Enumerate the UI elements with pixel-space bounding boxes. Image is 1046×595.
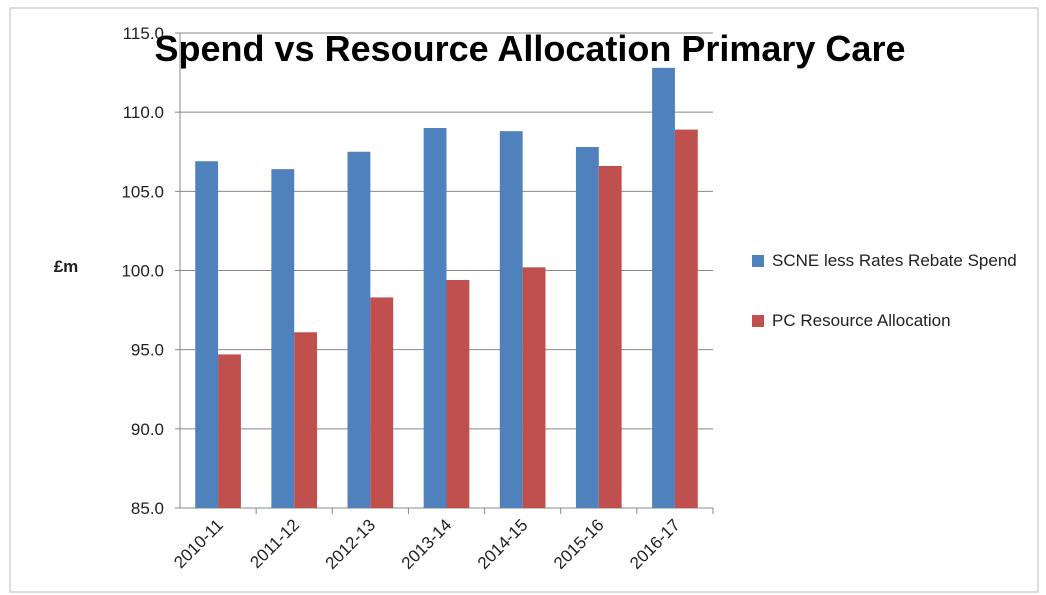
bar	[598, 166, 622, 508]
bar	[195, 161, 219, 508]
legend-swatch	[752, 255, 764, 267]
bar	[446, 280, 470, 508]
bar	[347, 151, 371, 508]
legend-label: SCNE less Rates Rebate Spend	[772, 251, 1017, 270]
y-tick-label: 95.0	[131, 341, 164, 360]
legend-label: PC Resource Allocation	[772, 311, 951, 330]
bar	[218, 354, 241, 508]
y-tick-label: 85.0	[131, 499, 164, 518]
legend-item: SCNE less Rates Rebate Spend	[752, 250, 1022, 272]
y-tick-label: 100.0	[121, 262, 164, 281]
y-tick-label: 90.0	[131, 420, 164, 439]
bar	[271, 169, 295, 508]
y-tick-label: 105.0	[121, 182, 164, 201]
bar	[522, 267, 546, 508]
y-tick-label: 115.0	[123, 24, 164, 43]
bar	[423, 128, 447, 508]
bar	[575, 147, 599, 508]
x-tick-label: 2014-15	[474, 515, 532, 573]
x-tick-label: 2015-16	[550, 515, 608, 573]
chart-title: Spend vs Resource Allocation Primary Car…	[154, 28, 906, 69]
bar	[370, 297, 394, 508]
bar	[674, 129, 698, 509]
bar	[652, 67, 675, 508]
x-tick-label: 2016-17	[626, 515, 684, 573]
legend-swatch	[752, 315, 764, 327]
y-tick-label: 110.0	[123, 103, 164, 122]
x-tick-label: 2011-12	[246, 515, 303, 572]
bar	[294, 332, 318, 508]
x-tick-label: 2012-13	[322, 515, 380, 573]
legend-item: PC Resource Allocation	[752, 310, 1022, 332]
x-tick-label: 2013-14	[398, 515, 456, 573]
y-axis-label: £m	[54, 257, 79, 276]
chart-border	[9, 7, 1039, 593]
bar	[499, 131, 523, 508]
x-tick-label: 2010-11	[170, 515, 227, 572]
